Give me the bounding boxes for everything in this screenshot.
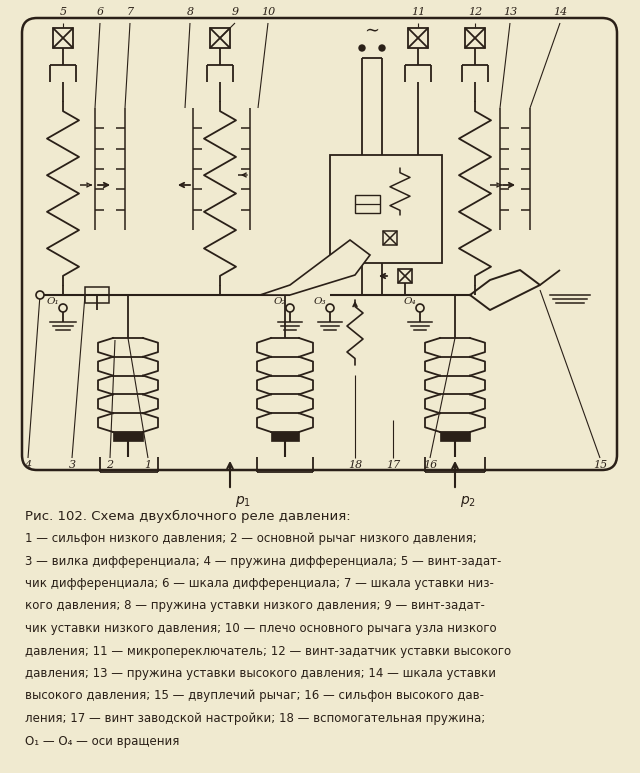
FancyBboxPatch shape (22, 18, 617, 470)
Text: 3 — вилка дифференциала; 4 — пружина дифференциала; 5 — винт-задат-: 3 — вилка дифференциала; 4 — пружина диф… (25, 554, 501, 567)
Text: O₄: O₄ (404, 297, 416, 305)
Text: чик дифференциала; 6 — шкала дифференциала; 7 — шкала уставки низ-: чик дифференциала; 6 — шкала дифференциа… (25, 577, 494, 590)
Text: давления; 13 — пружина уставки высокого давления; 14 — шкала уставки: давления; 13 — пружина уставки высокого … (25, 667, 496, 680)
Text: 18: 18 (348, 460, 362, 470)
Text: O₂: O₂ (274, 297, 286, 305)
Circle shape (286, 304, 294, 312)
Bar (383, 231, 397, 245)
Bar (398, 269, 412, 283)
Bar (113, 432, 143, 441)
Bar (271, 432, 299, 441)
Bar (440, 432, 470, 441)
Text: чик уставки низкого давления; 10 — плечо основного рычага узла низкого: чик уставки низкого давления; 10 — плечо… (25, 622, 497, 635)
Text: 8: 8 (186, 7, 193, 17)
Bar (85, 287, 109, 303)
Text: 11: 11 (411, 7, 425, 17)
Polygon shape (260, 240, 370, 295)
Bar (210, 28, 230, 48)
Text: 5: 5 (60, 7, 67, 17)
Text: 16: 16 (423, 460, 437, 470)
Text: 7: 7 (127, 7, 134, 17)
Text: 12: 12 (468, 7, 482, 17)
Text: кого давления; 8 — пружина уставки низкого давления; 9 — винт-задат-: кого давления; 8 — пружина уставки низко… (25, 600, 485, 612)
Text: 9: 9 (232, 7, 239, 17)
Text: 17: 17 (386, 460, 400, 470)
Text: 14: 14 (553, 7, 567, 17)
Text: O₁: O₁ (47, 297, 60, 305)
Bar (330, 155, 442, 263)
Text: 4: 4 (24, 460, 31, 470)
Circle shape (416, 304, 424, 312)
Bar (53, 28, 73, 48)
Circle shape (379, 45, 385, 51)
Circle shape (59, 304, 67, 312)
Text: 10: 10 (261, 7, 275, 17)
Text: высокого давления; 15 — двуплечий рычаг; 16 — сильфон высокого дав-: высокого давления; 15 — двуплечий рычаг;… (25, 690, 484, 703)
Text: O₁ — O₄ — оси вращения: O₁ — O₄ — оси вращения (25, 734, 179, 747)
Text: 1 — сильфон низкого давления; 2 — основной рычаг низкого давления;: 1 — сильфон низкого давления; 2 — основн… (25, 532, 477, 545)
Text: 15: 15 (593, 460, 607, 470)
Text: 1: 1 (145, 460, 152, 470)
Text: 13: 13 (503, 7, 517, 17)
Circle shape (36, 291, 44, 299)
Bar (408, 28, 428, 48)
Circle shape (326, 304, 334, 312)
Text: 3: 3 (68, 460, 76, 470)
Text: O₃: O₃ (314, 297, 326, 305)
Bar (355, 195, 380, 213)
Text: $p_1$: $p_1$ (235, 494, 251, 509)
Bar (465, 28, 485, 48)
Text: Рис. 102. Схема двухблочного реле давления:: Рис. 102. Схема двухблочного реле давлен… (25, 510, 351, 523)
Text: 2: 2 (106, 460, 113, 470)
Text: давления; 11 — микропереключатель; 12 — винт-задатчик уставки высокого: давления; 11 — микропереключатель; 12 — … (25, 645, 511, 658)
Text: $p_2$: $p_2$ (460, 494, 476, 509)
Text: ления; 17 — винт заводской настройки; 18 — вспомогательная пружина;: ления; 17 — винт заводской настройки; 18… (25, 712, 485, 725)
Text: 6: 6 (97, 7, 104, 17)
Text: ∼: ∼ (364, 21, 380, 39)
Circle shape (359, 45, 365, 51)
